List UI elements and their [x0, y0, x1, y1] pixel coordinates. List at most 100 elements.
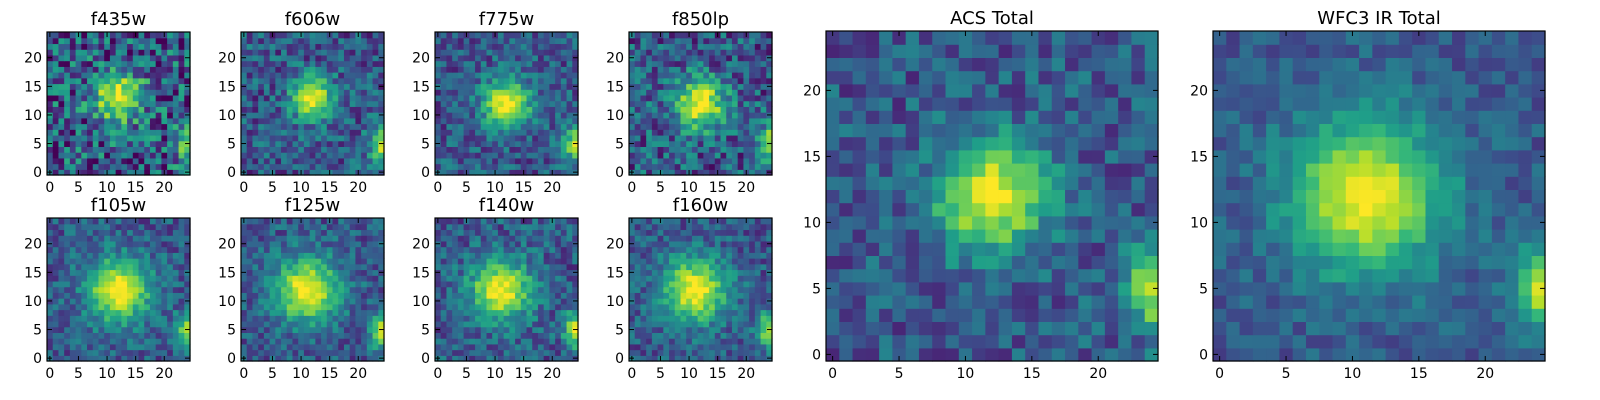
heatmap-cell [526, 292, 533, 299]
heatmap-cell [743, 152, 750, 159]
heatmap-cell [269, 134, 276, 142]
heatmap-cell [275, 129, 282, 136]
heatmap-cell [720, 275, 727, 282]
heatmap-cell [640, 269, 647, 276]
heatmap-cell [520, 326, 528, 333]
heatmap-cell [252, 157, 259, 165]
heatmap-cell [686, 106, 693, 113]
heatmap-cell [75, 83, 82, 90]
heatmap-cell [92, 218, 100, 225]
heatmap-cell [303, 32, 311, 39]
heatmap-cell [520, 229, 528, 236]
heatmap-cell [709, 32, 716, 39]
heatmap-cell [743, 60, 750, 67]
heatmap-cell [492, 235, 499, 242]
heatmap-cell [709, 49, 716, 56]
heatmap-cell [440, 320, 448, 328]
heatmap-cell [263, 343, 271, 351]
heatmap-cell [361, 263, 368, 271]
heatmap-cell [372, 49, 379, 56]
heatmap-cell [686, 309, 693, 316]
heatmap-cell [241, 134, 248, 142]
heatmap-cell [520, 163, 528, 170]
heatmap-cell [634, 49, 642, 56]
heatmap-cell [549, 229, 556, 236]
heatmap-cell [555, 60, 562, 67]
heatmap-cell [263, 286, 271, 293]
heatmap-cell [497, 349, 505, 356]
heatmap-cell [87, 269, 94, 276]
heatmap-cell [709, 100, 716, 107]
heatmap-cell [241, 146, 248, 153]
heatmap-cell [144, 246, 151, 253]
heatmap-cell [629, 49, 636, 56]
heatmap-cell [161, 100, 168, 107]
heatmap-cell [115, 66, 122, 73]
heatmap-cell [303, 83, 311, 90]
heatmap-cell [69, 60, 77, 67]
heatmap-cell [629, 77, 636, 85]
heatmap-cell [338, 32, 345, 39]
heatmap-cell [446, 223, 453, 231]
heatmap-cell [754, 37, 762, 45]
heatmap-cell [75, 263, 82, 271]
heatmap-cell [657, 298, 664, 305]
heatmap-cell [555, 218, 562, 225]
heatmap-cell [726, 77, 733, 85]
heatmap-cell [726, 303, 733, 311]
heatmap-cell [321, 100, 328, 107]
heatmap-cell [486, 77, 493, 85]
heatmap-cell [703, 83, 710, 90]
heatmap-cell [269, 123, 276, 130]
heatmap-cell [543, 235, 550, 242]
heatmap-cell [457, 343, 465, 351]
heatmap-cell [640, 37, 647, 45]
heatmap-cell [115, 146, 122, 153]
heatmap-cell [263, 163, 271, 170]
x-tick-label: 5 [268, 366, 277, 382]
heatmap-cell [572, 129, 579, 136]
heatmap-cell [372, 169, 379, 176]
heatmap-cell [98, 309, 105, 316]
heatmap-cell [275, 332, 282, 339]
y-tick-label: 20 [218, 237, 236, 253]
heatmap-cell [161, 349, 168, 356]
heatmap-cell [492, 146, 499, 153]
heatmap-cell [749, 292, 756, 299]
heatmap-cell [372, 338, 379, 345]
heatmap-cell [355, 309, 362, 316]
heatmap-cell [469, 54, 476, 62]
heatmap-cell [520, 89, 528, 96]
heatmap-cell [115, 169, 122, 176]
heatmap-cell [52, 72, 60, 79]
heatmap-cell [87, 240, 94, 248]
heatmap-cell [697, 32, 704, 39]
heatmap-cell [549, 77, 556, 85]
heatmap-cell [172, 349, 180, 356]
heatmap-cell [104, 258, 111, 265]
heatmap-cells [629, 218, 773, 362]
heatmap-cell [669, 338, 676, 345]
heatmap-cell [361, 169, 368, 176]
heatmap-cell [663, 349, 670, 356]
heatmap-cell [566, 140, 573, 147]
heatmap-cell [446, 37, 453, 45]
heatmap-cell [760, 157, 767, 165]
heatmap-cell [497, 66, 505, 73]
heatmap-cell [321, 49, 328, 56]
heatmap-cell [75, 94, 82, 102]
heatmap-cell [109, 258, 117, 265]
heatmap-cell [258, 89, 265, 96]
heatmap-cell [463, 112, 470, 119]
heatmap-cell [343, 355, 351, 362]
y-tick-label: 10 [412, 294, 430, 310]
heatmap-cell [104, 309, 111, 316]
heatmap-cell [634, 332, 642, 339]
heatmap-cell [269, 223, 276, 231]
heatmap-cell [161, 332, 168, 339]
heatmap-cell [127, 134, 134, 142]
heatmap-cell [743, 54, 750, 62]
heatmap-cell [349, 332, 356, 339]
heatmap-cell [663, 100, 670, 107]
heatmap-cell [640, 309, 647, 316]
